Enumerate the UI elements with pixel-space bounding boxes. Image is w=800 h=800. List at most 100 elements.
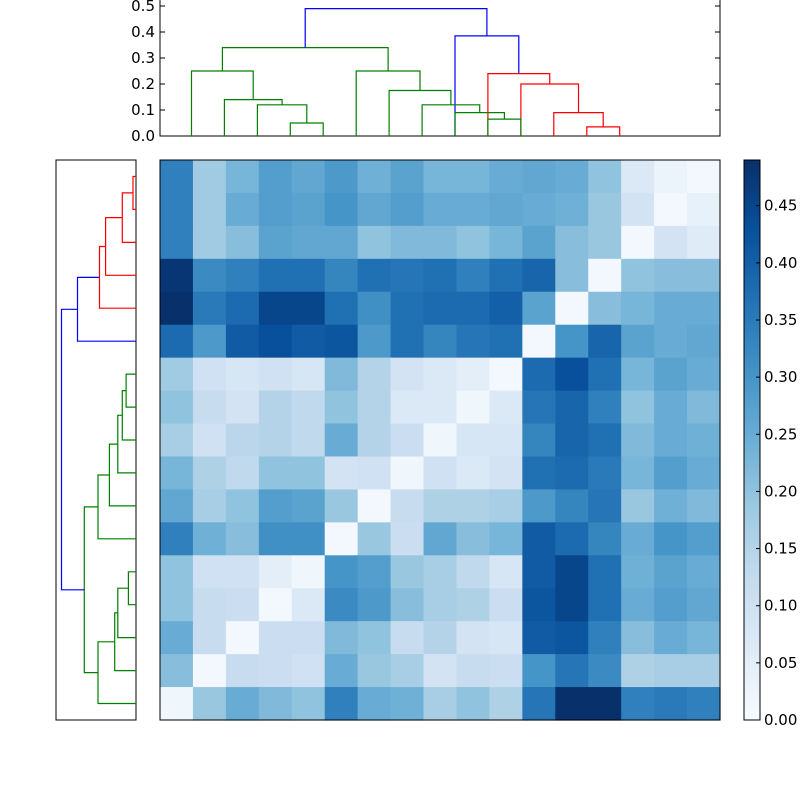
heatmap-cell — [456, 390, 491, 425]
heatmap-cell — [456, 654, 491, 688]
heatmap-cell — [225, 225, 260, 260]
heatmap-cell — [357, 291, 392, 326]
heatmap-cell — [324, 654, 359, 688]
colorbar-tick-label: 0.25 — [764, 425, 797, 443]
heatmap-cell — [489, 588, 523, 622]
heatmap-cell — [390, 390, 425, 425]
heatmap-cell — [291, 291, 326, 326]
heatmap-cell — [225, 324, 260, 359]
heatmap-cell — [192, 522, 227, 556]
heatmap-cell — [291, 258, 326, 293]
heatmap-cell — [423, 258, 458, 293]
heatmap-cell — [291, 357, 326, 392]
heatmap-cell — [291, 160, 326, 194]
heatmap-cell — [291, 654, 326, 688]
heatmap-cell — [654, 160, 688, 194]
heatmap-cell — [687, 687, 721, 721]
heatmap-cell — [687, 423, 721, 458]
heatmap-cell — [555, 588, 589, 622]
heatmap-cell — [588, 390, 622, 425]
heatmap-cell — [555, 160, 589, 194]
heatmap-cell — [588, 324, 622, 359]
heatmap-cell — [258, 291, 293, 326]
heatmap-cell — [555, 456, 589, 491]
heatmap-cell — [555, 390, 589, 425]
heatmap-cell — [357, 160, 392, 194]
heatmap-cell — [456, 258, 491, 293]
heatmap-cell — [423, 291, 458, 326]
heatmap-cell — [522, 588, 556, 622]
colorbar-tick-label: 0.10 — [764, 597, 797, 615]
heatmap-cell — [654, 291, 688, 326]
heatmap-cell — [687, 654, 721, 688]
heatmap-cell — [621, 489, 655, 523]
heatmap-cell — [390, 489, 425, 523]
heatmap-cell — [160, 621, 194, 655]
heatmap-cell — [588, 687, 622, 721]
heatmap-cell — [357, 456, 392, 491]
heatmap-cell — [160, 324, 194, 359]
heatmap-cell — [456, 588, 491, 622]
heatmap-cell — [160, 654, 194, 688]
heatmap-cell — [258, 489, 293, 523]
heatmap-cell — [621, 225, 655, 260]
heatmap-cell — [588, 291, 622, 326]
heatmap-cell — [160, 258, 194, 293]
heatmap-cell — [291, 324, 326, 359]
heatmap-cell — [687, 522, 721, 556]
heatmap-cell — [225, 522, 260, 556]
heatmap-cell — [357, 357, 392, 392]
heatmap-cell — [489, 522, 523, 556]
heatmap-cell — [489, 654, 523, 688]
heatmap-cell — [687, 291, 721, 326]
top-dendrogram: 0.0 0.1 0.2 0.3 0.4 0.5 — [131, 0, 721, 145]
heatmap-cell — [621, 192, 655, 227]
heatmap-cell — [357, 192, 392, 227]
heatmap-cell — [456, 456, 491, 491]
heatmap-cell — [588, 489, 622, 523]
heatmap-cell — [489, 225, 523, 260]
heatmap-cell — [258, 456, 293, 491]
heatmap-cell — [555, 654, 589, 688]
heatmap-cell — [225, 160, 260, 194]
heatmap-cell — [192, 192, 227, 227]
heatmap-cell — [621, 555, 655, 589]
heatmap-cell — [324, 160, 359, 194]
heatmap-cell — [225, 291, 260, 326]
heatmap-cell — [654, 225, 688, 260]
heatmap-cell — [654, 621, 688, 655]
heatmap-cell — [687, 357, 721, 392]
heatmap-cell — [522, 390, 556, 425]
heatmap-cell — [423, 390, 458, 425]
heatmap — [159, 159, 721, 721]
heatmap-cell — [192, 687, 227, 721]
heatmap-cell — [489, 555, 523, 589]
heatmap-cell — [258, 588, 293, 622]
dendrogram-link — [60, 308, 85, 591]
heatmap-cell — [621, 357, 655, 392]
heatmap-cell — [225, 258, 260, 293]
heatmap-cell — [687, 456, 721, 491]
heatmap-cell — [357, 225, 392, 260]
heatmap-cell — [621, 654, 655, 688]
heatmap-cell — [522, 192, 556, 227]
heatmap-cell — [489, 192, 523, 227]
heatmap-cell — [489, 357, 523, 392]
heatmap-cell — [555, 357, 589, 392]
colorbar-tick-label: 0.20 — [764, 482, 797, 500]
heatmap-cell — [258, 423, 293, 458]
heatmap-cell — [456, 357, 491, 392]
heatmap-cell — [522, 225, 556, 260]
heatmap-cell — [489, 456, 523, 491]
heatmap-cell — [192, 423, 227, 458]
heatmap-cell — [654, 588, 688, 622]
heatmap-cell — [357, 588, 392, 622]
heatmap-cell — [423, 522, 458, 556]
heatmap-cell — [225, 621, 260, 655]
heatmap-cell — [489, 291, 523, 326]
heatmap-cell — [258, 192, 293, 227]
heatmap-cell — [291, 456, 326, 491]
heatmap-cell — [588, 522, 622, 556]
heatmap-cell — [456, 423, 491, 458]
colorbar-gradient — [743, 159, 761, 721]
